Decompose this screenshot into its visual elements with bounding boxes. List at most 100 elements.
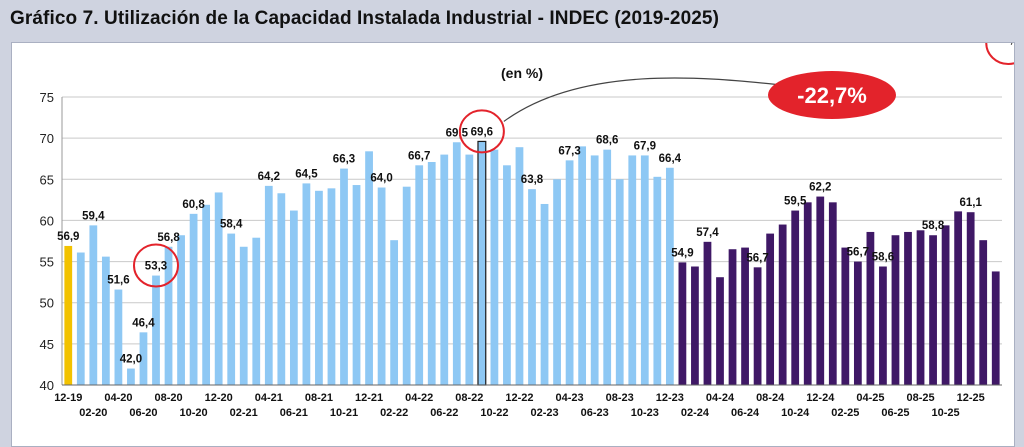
bar xyxy=(365,151,373,385)
data-label: 64,0 xyxy=(370,173,392,185)
callout-text: -22,7% xyxy=(797,83,867,108)
data-label: 68,6 xyxy=(596,135,618,147)
bar xyxy=(89,225,98,385)
bar xyxy=(477,140,487,386)
bar xyxy=(227,233,236,385)
x-tick-label: 06-24 xyxy=(731,407,760,419)
bar xyxy=(853,261,862,385)
data-label: 57,4 xyxy=(696,227,719,239)
x-tick-label: 08-25 xyxy=(906,392,934,404)
bar xyxy=(202,204,211,385)
bar xyxy=(778,224,787,385)
data-label: 60,8 xyxy=(182,199,205,211)
x-axis: 12-19 04-20 08-20 12-20 04-21 08-21 12-21 04-22… xyxy=(54,392,985,419)
y-tick-label: 65 xyxy=(40,172,54,187)
x-tick-label: 04-25 xyxy=(856,392,884,404)
x-tick-label: 06-25 xyxy=(881,407,909,419)
bar xyxy=(816,196,825,385)
data-label: 54,9 xyxy=(671,247,693,259)
x-tick-label: 12-24 xyxy=(806,392,835,404)
data-label: 59,5 xyxy=(784,196,807,208)
bar xyxy=(640,155,649,385)
bar xyxy=(127,368,135,385)
x-tick-label: 06-23 xyxy=(581,407,609,419)
bar xyxy=(628,155,637,385)
x-tick-label: 08-23 xyxy=(606,392,634,404)
bar xyxy=(941,225,950,385)
data-labels: 56,959,4 51,6 42,0 46,4 53,3 56,8 60,8 58,4 64,2… xyxy=(57,43,1014,366)
x-tick-label: 10-24 xyxy=(781,407,810,419)
x-tick-label: 02-22 xyxy=(380,407,408,419)
data-label: 56,8 xyxy=(157,232,180,244)
bar xyxy=(352,185,361,385)
data-label: 42,0 xyxy=(120,354,142,366)
x-tick-label: 06-22 xyxy=(430,407,458,419)
bar xyxy=(465,154,474,385)
x-tick-label: 04-24 xyxy=(706,392,735,404)
x-tick-label: 04-22 xyxy=(405,392,433,404)
data-label: 58,8 xyxy=(922,220,945,232)
y-tick-label: 50 xyxy=(40,296,54,311)
bar xyxy=(515,147,524,385)
data-label: 56,7 xyxy=(847,247,869,259)
data-label: 67,9 xyxy=(634,140,656,152)
highlight-circle xyxy=(133,243,179,288)
bar xyxy=(415,165,424,385)
bar xyxy=(214,192,223,385)
data-label: 53,8 xyxy=(997,43,1014,46)
bar xyxy=(879,266,887,385)
x-tick-label: 04-20 xyxy=(104,392,132,404)
bar xyxy=(590,155,599,385)
bar xyxy=(866,231,875,385)
x-tick-label: 08-24 xyxy=(756,392,785,404)
x-tick-label: 12-22 xyxy=(505,392,533,404)
data-label: 69,5 xyxy=(446,127,469,139)
bars xyxy=(64,140,1000,386)
bar xyxy=(791,210,800,385)
bar xyxy=(440,154,449,385)
bar xyxy=(540,203,549,385)
bar xyxy=(490,149,499,385)
bar xyxy=(189,213,198,385)
bar xyxy=(653,176,662,385)
bar xyxy=(152,275,160,385)
callout-bubble xyxy=(768,71,896,119)
x-tick-label: 10-21 xyxy=(330,407,358,419)
annotations: -22,7% xyxy=(133,43,1014,288)
x-tick-label: 02-24 xyxy=(681,407,710,419)
y-tick-label: 40 xyxy=(40,378,54,393)
x-tick-label: 12-19 xyxy=(54,392,82,404)
x-tick-label: 12-23 xyxy=(656,392,684,404)
bar xyxy=(289,210,298,385)
bar xyxy=(553,179,561,385)
data-label: 69,6 xyxy=(471,126,493,138)
x-tick-label: 02-25 xyxy=(831,407,859,419)
bar xyxy=(390,240,399,385)
y-tick-label: 45 xyxy=(40,337,54,352)
bar xyxy=(578,146,587,385)
bar xyxy=(239,246,248,385)
data-label: 56,9 xyxy=(57,231,79,243)
bar xyxy=(76,252,85,385)
data-label: 58,6 xyxy=(872,252,894,264)
bar xyxy=(302,183,311,385)
bar xyxy=(528,189,536,385)
x-tick-label: 10-22 xyxy=(480,407,508,419)
y-tick-label: 75 xyxy=(40,90,54,105)
bar xyxy=(741,247,749,385)
x-tick-label: 10-20 xyxy=(180,407,208,419)
x-tick-label: 08-22 xyxy=(455,392,483,404)
bar xyxy=(252,237,261,385)
bar xyxy=(753,267,762,385)
bar xyxy=(665,167,674,385)
chart-panel: (en %) 40 45 50 55 60 65 70 75 56,9 59,4 51,6 42,0… xyxy=(11,42,1015,447)
bar xyxy=(979,240,988,385)
bar xyxy=(929,235,937,385)
x-tick-label: 08-21 xyxy=(305,392,333,404)
data-label: 61,1 xyxy=(959,197,982,209)
bar xyxy=(503,165,511,385)
bar xyxy=(841,247,850,385)
bar xyxy=(101,256,110,385)
bar xyxy=(377,187,386,385)
x-tick-label: 04-21 xyxy=(255,392,283,404)
